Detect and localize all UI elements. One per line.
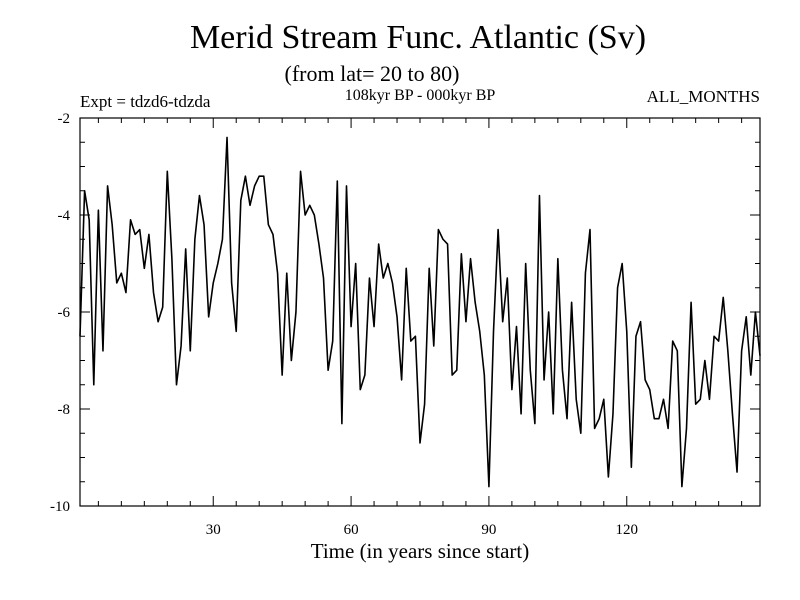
x-axis-label: Time (in years since start) [311, 539, 530, 563]
experiment-label: Expt = tdzd6-tdzda [80, 92, 211, 111]
chart-title: Merid Stream Func. Atlantic (Sv) [190, 19, 646, 56]
y-tick-label: -6 [58, 305, 71, 321]
months-label: ALL_MONTHS [647, 87, 760, 106]
x-tick-label: 30 [206, 522, 221, 538]
series-line [79, 136, 761, 488]
y-tick-label: -2 [58, 111, 71, 127]
period-label: 108kyr BP - 000kyr BP [345, 87, 496, 104]
y-tick-label: -4 [58, 208, 71, 224]
chart-subtitle: (from lat= 20 to 80) [285, 61, 460, 86]
x-tick-label: 120 [616, 522, 639, 538]
y-tick-label: -8 [58, 402, 71, 418]
x-tick-label: 90 [481, 522, 496, 538]
x-tick-label: 60 [344, 522, 359, 538]
y-tick-label: -10 [50, 499, 70, 515]
plot-frame [79, 117, 761, 507]
axis-tick-labels: 30 60 90 120 -2 -4 -6 -8 -10 [50, 111, 638, 538]
